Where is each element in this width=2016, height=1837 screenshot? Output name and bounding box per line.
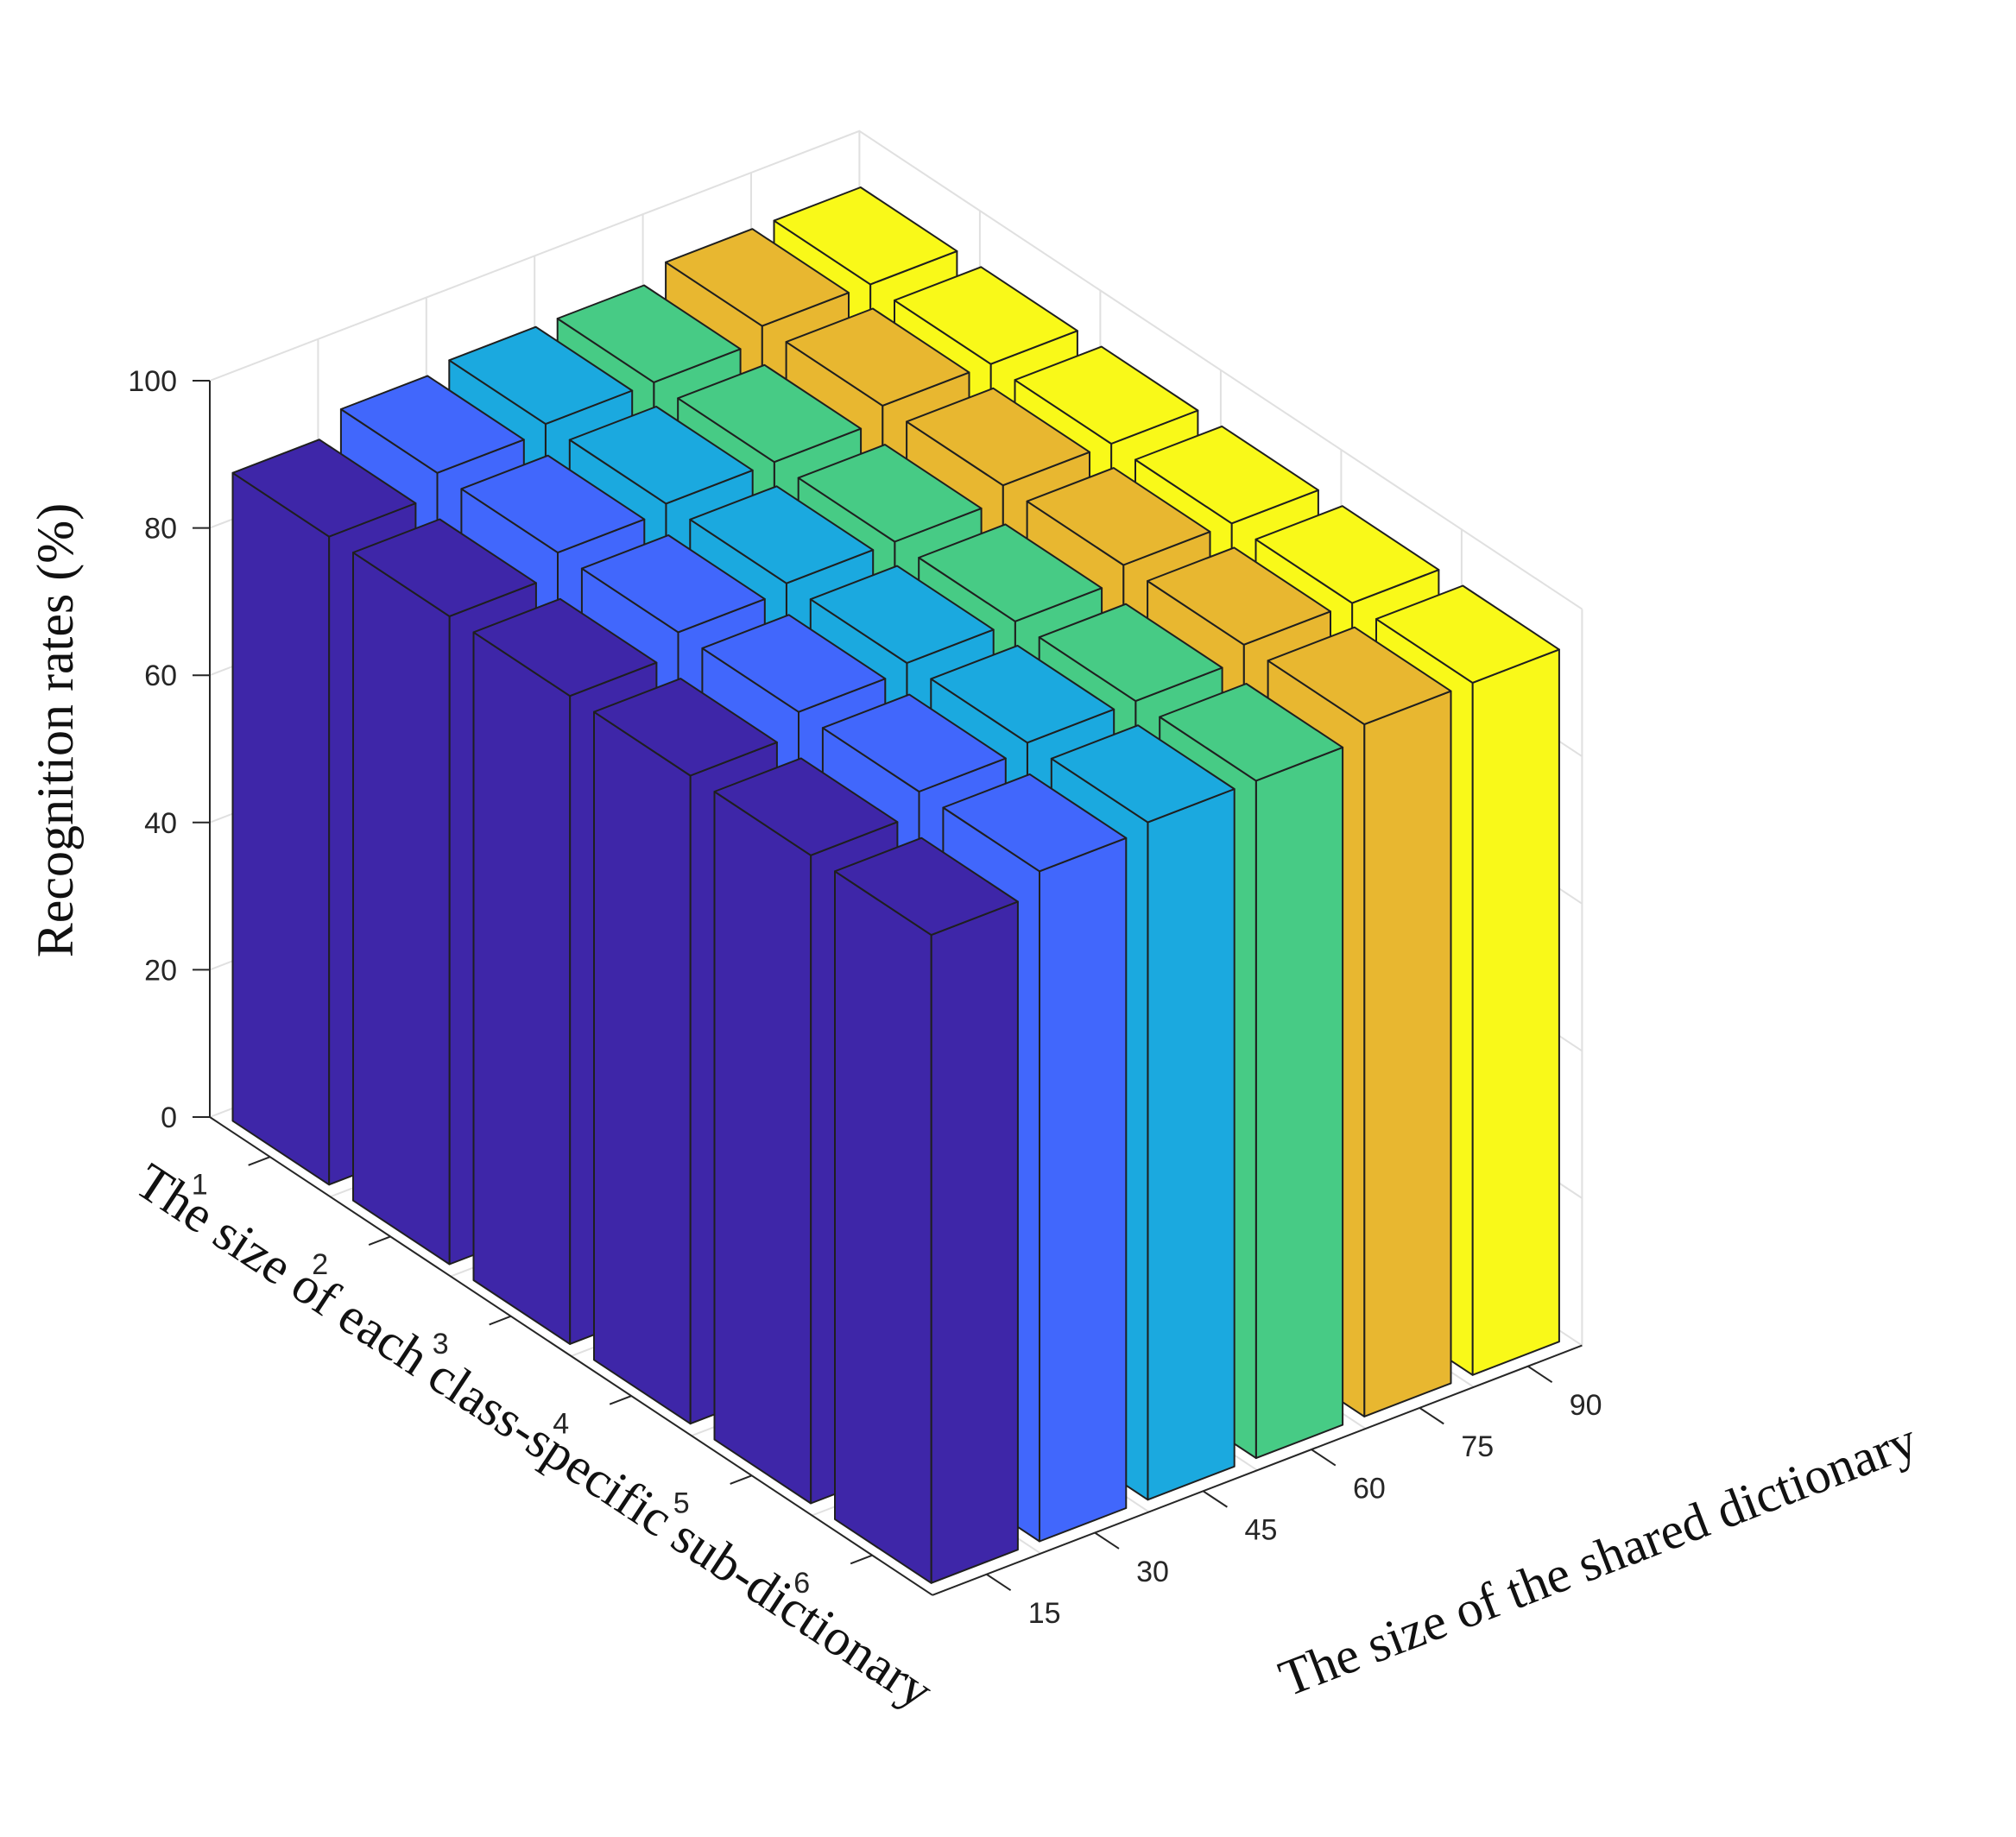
bar-top-face <box>918 523 1103 622</box>
bar-front-face <box>1471 648 1560 1376</box>
bar-top-face <box>556 284 742 383</box>
bar-top-face <box>231 439 417 538</box>
bar-top-face <box>834 836 1019 937</box>
y-tick-label: 75 <box>1461 1430 1494 1463</box>
x-tick <box>609 1395 632 1405</box>
x-tick <box>730 1474 753 1485</box>
z-axis-title: Recognition rates (%) <box>27 503 84 958</box>
z-tick-label: 80 <box>144 513 177 546</box>
bar-top-face <box>701 614 887 713</box>
bar-top-face <box>1014 345 1199 445</box>
bar-front-face <box>1147 788 1236 1501</box>
bar-top-face <box>930 644 1115 744</box>
z-tick-label: 20 <box>144 954 177 987</box>
bar-top-face <box>1038 603 1223 703</box>
x-tick <box>368 1235 391 1247</box>
x-tick <box>489 1315 512 1326</box>
bar-top-face <box>1254 505 1440 604</box>
bar-left-face <box>834 870 932 1584</box>
bar-top-face <box>1159 683 1344 782</box>
bar-left-face <box>713 791 812 1505</box>
y-tick <box>1527 1365 1553 1383</box>
bar-top-face <box>809 565 995 664</box>
bar-top-face <box>1134 425 1319 525</box>
z-tick-label: 60 <box>144 660 177 692</box>
y-axis-title: The size of the shared dictionary <box>1272 1411 1924 1708</box>
bar-top-face <box>821 693 1007 792</box>
bar-top-face <box>593 678 778 777</box>
bar-top-face <box>713 757 899 856</box>
x-tick-label: 1 <box>192 1168 208 1201</box>
chart-bars <box>231 186 1560 1584</box>
bar-front-face <box>930 900 1019 1584</box>
y-tick <box>1202 1490 1228 1508</box>
bar-top-face <box>568 406 754 505</box>
x-axis-line <box>209 1116 933 1596</box>
y-tick <box>986 1573 1012 1591</box>
bar-top-face <box>460 454 646 554</box>
x-tick-label: 6 <box>793 1567 810 1600</box>
bar-top-face <box>689 485 875 584</box>
bar-front-face <box>1039 836 1128 1543</box>
bar-top-face <box>472 597 658 698</box>
y-tick-label: 30 <box>1136 1556 1169 1588</box>
bar-top-face <box>1147 546 1331 646</box>
y-tick <box>1419 1407 1444 1425</box>
bar-top-face <box>906 387 1090 487</box>
bar-top-face <box>1050 724 1236 824</box>
bar-front-face <box>1363 690 1452 1417</box>
bar-top-face <box>1267 626 1452 726</box>
bar-left-face <box>352 552 451 1266</box>
bar-top-face <box>1026 467 1211 566</box>
bar-top-face <box>665 228 850 327</box>
bar-top-face <box>1375 584 1560 684</box>
bar-top-face <box>894 266 1078 365</box>
x-tick-label: 4 <box>553 1407 569 1440</box>
y-tick-label: 45 <box>1245 1514 1278 1547</box>
bar-left-face <box>472 631 572 1345</box>
bar-top-face <box>352 518 537 617</box>
x-tick-label: 5 <box>673 1487 690 1520</box>
bar-top-face <box>942 773 1128 873</box>
y-axis-line <box>932 1344 1583 1596</box>
x-tick-label: 3 <box>433 1328 449 1360</box>
bar-top-face <box>339 375 525 474</box>
y-tick <box>1311 1449 1337 1467</box>
bar-left-face <box>231 471 331 1186</box>
z-tick-label: 40 <box>144 807 177 840</box>
bar-top-face <box>785 307 970 407</box>
z-tick-label: 100 <box>128 365 177 398</box>
x-tick <box>248 1156 271 1166</box>
bar <box>834 836 1019 1584</box>
y-tick <box>1094 1531 1120 1550</box>
bar-top-face <box>448 325 634 426</box>
y-tick-label: 60 <box>1353 1472 1386 1505</box>
x-tick-label: 2 <box>312 1248 328 1281</box>
y-tick-label: 90 <box>1570 1389 1602 1422</box>
bar-left-face <box>593 710 692 1425</box>
bar-top-face <box>580 534 766 634</box>
chart-axes <box>193 380 1583 1596</box>
bar-top-face <box>773 186 958 286</box>
bar-front-face <box>1254 746 1344 1460</box>
bar-top-face <box>677 363 863 464</box>
y-tick-label: 15 <box>1028 1597 1061 1630</box>
x-tick <box>850 1554 873 1565</box>
bar-top-face <box>797 444 983 543</box>
z-tick-label: 0 <box>161 1102 177 1134</box>
